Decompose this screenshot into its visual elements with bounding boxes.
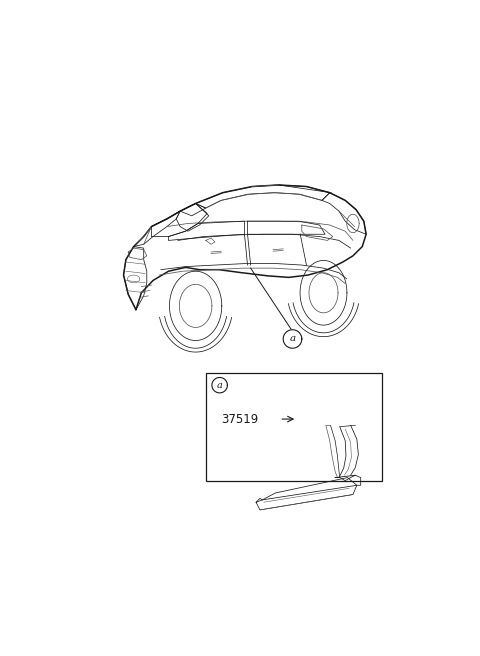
Text: a: a bbox=[289, 335, 296, 344]
Text: a: a bbox=[216, 380, 223, 390]
Bar bbox=[206, 373, 382, 481]
Text: 37519: 37519 bbox=[221, 413, 258, 426]
